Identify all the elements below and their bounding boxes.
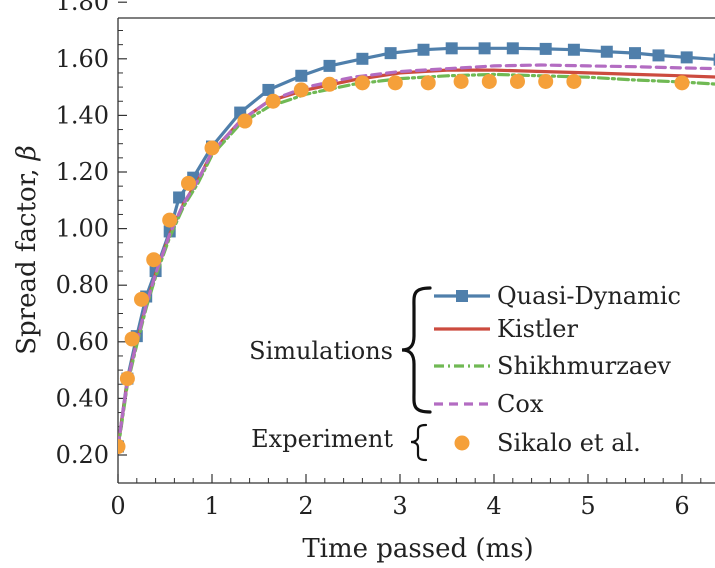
data-point-quasi-dynamic [629,47,641,60]
legend-marker-quasi-dynamic [456,290,468,302]
data-point-sikalo-et-al [124,331,140,347]
data-point-sikalo-et-al [134,291,149,307]
legend-item-cox: Cox [434,390,544,418]
y-tick-label: 0.60 [56,328,109,356]
legend: Quasi-Dynamic Kistler Shikhmurzaev Cox Sikal… [249,282,681,462]
data-point-quasi-dynamic [652,49,665,62]
data-point-sikalo-et-al [162,212,178,228]
x-tick-label: 5 [580,492,595,520]
data-point-quasi-dynamic [478,42,491,55]
data-point-quasi-dynamic [356,52,369,65]
data-point-quasi-dynamic [417,43,430,56]
legend-group-simulations: Simulations [249,337,393,365]
data-point-quasi-dynamic [262,83,275,96]
series-line-cox [118,63,715,449]
data-point-sikalo-et-al [181,175,196,191]
x-axis-label: Time passed (ms) [302,534,533,564]
series-cox [118,63,715,449]
data-point-quasi-dynamic [680,51,693,64]
legend-label-quasi-dynamic: Quasi-Dynamic [497,282,681,310]
legend-label-cox: Cox [497,390,544,418]
data-point-quasi-dynamic [384,47,397,60]
x-tick-label: 3 [392,492,407,520]
series-layer [118,42,715,455]
data-point-sikalo-et-al [674,75,690,91]
data-point-sikalo-et-al [453,73,469,89]
y-tick-label: 0.80 [56,271,109,299]
data-point-sikalo-et-al [118,439,126,455]
x-tick-label: 6 [674,492,689,520]
data-point-sikalo-et-al [322,76,337,92]
legend-marker-sikalo-et-al [454,435,470,451]
data-point-sikalo-et-al [265,93,281,109]
data-point-sikalo-et-al [293,82,309,98]
data-point-sikalo-et-al [119,371,135,387]
y-axis-label-symbol: β [12,145,42,161]
y-tick-label: 1.20 [56,158,109,186]
data-point-quasi-dynamic [173,191,186,204]
data-point-quasi-dynamic [323,59,336,72]
legend-group-experiment: Experiment [251,425,393,453]
data-point-quasi-dynamic [713,53,715,66]
x-tick-label: 1 [204,492,219,520]
y-tick-label: 1.00 [56,215,109,243]
legend-item-sikalo-et-al: Sikalo et al. [454,429,641,457]
legend-label-shikhmurzaev: Shikhmurzaev [497,352,671,380]
data-point-quasi-dynamic [567,43,580,56]
x-tick-label: 4 [486,492,501,520]
data-point-quasi-dynamic [295,69,308,82]
axes: 0 1 2 3 4 5 6 0.20 0.40 0.60 0.80 1.00 1.20 1.40 1.60 1… [56,0,715,520]
data-point-sikalo-et-al [566,73,582,89]
data-point-sikalo-et-al [387,75,403,91]
data-point-sikalo-et-al [481,73,497,89]
data-point-sikalo-et-al [204,140,220,156]
data-point-sikalo-et-al [420,75,436,91]
y-tick-label: 1.60 [56,45,109,73]
y-tick-label: 1.40 [56,101,109,129]
data-point-sikalo-et-al [354,75,370,91]
series-kistler [118,68,715,449]
data-point-sikalo-et-al [538,73,554,89]
legend-item-kistler: Kistler [434,315,578,343]
legend-item-shikhmurzaev: Shikhmurzaev [434,352,671,380]
brace-simulations [401,286,432,414]
data-point-quasi-dynamic [445,42,458,55]
series-line-shikhmurzaev [118,72,715,451]
data-point-quasi-dynamic [506,42,519,55]
data-point-quasi-dynamic [600,45,613,58]
y-tick-label: 0.20 [56,441,109,469]
series-line-quasi-dynamic [118,46,715,449]
legend-label-sikalo-et-al: Sikalo et al. [497,429,641,457]
brace-experiment [410,423,428,462]
legend-item-quasi-dynamic: Quasi-Dynamic [434,282,681,310]
data-point-sikalo-et-al [146,252,162,268]
x-tick-label: 2 [298,492,313,520]
legend-label-kistler: Kistler [497,315,578,343]
x-tick-label: 0 [110,492,125,520]
data-point-sikalo-et-al [510,73,525,89]
data-point-sikalo-et-al [237,113,253,129]
data-point-quasi-dynamic [539,42,552,55]
y-tick-label: 1.80 [56,0,109,16]
series-line-kistler [118,68,715,449]
series-shikhmurzaev [118,72,715,451]
y-tick-label: 0.40 [56,384,109,412]
series-sikalo-et-al [118,73,690,455]
y-axis-label: Spread factor, β [12,145,42,355]
